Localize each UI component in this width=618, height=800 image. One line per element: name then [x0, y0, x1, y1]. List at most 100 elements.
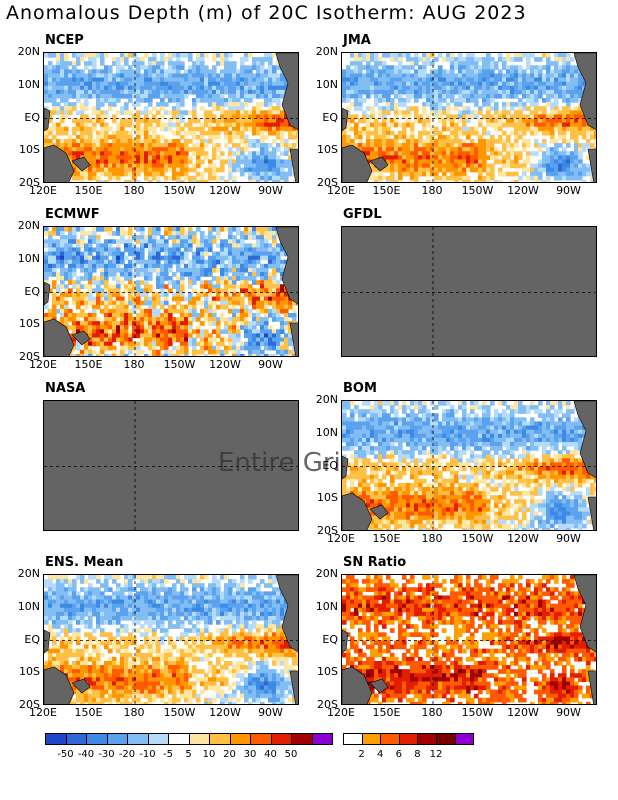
lon-tick-label: 120W [209, 706, 241, 719]
lon-tick-label: 120E [327, 532, 355, 545]
missing-data-fill [342, 227, 596, 356]
lat-tick-label: 20N [315, 567, 338, 580]
panel-title-1: JMA [343, 33, 371, 48]
lon-tick-label: 150E [74, 184, 103, 197]
lat-tick-label: 20S [317, 698, 338, 711]
lon-tick-label: 120W [209, 358, 241, 371]
lon-tick-label: 180 [421, 706, 443, 719]
map-svg-2 [44, 227, 298, 356]
land-shape [44, 629, 51, 654]
lat-tick-label: EQ [24, 632, 40, 646]
lat-tick-label: 10N [17, 251, 40, 265]
lon-tick-label: 150E [372, 706, 401, 719]
lon-tick-label: 150E [372, 532, 401, 545]
anomaly-colorbar-label: -10 [139, 749, 156, 760]
anomaly-colorbar-label: 10 [202, 749, 216, 760]
anomaly-colorbar-swatch [45, 733, 67, 745]
map-svg-3 [342, 227, 596, 356]
anomaly-colorbar-swatch [311, 733, 333, 745]
lat-tick-label: 10N [315, 425, 338, 439]
map-svg-0 [44, 53, 298, 182]
lat-tick-label: 20N [17, 219, 40, 232]
anomaly-colorbar-swatch [127, 733, 149, 745]
lat-tick-label: 20S [19, 698, 40, 711]
lon-tick-label: 90W [258, 184, 283, 197]
land-shape [369, 504, 389, 520]
lat-tick-label: 20S [317, 524, 338, 537]
anomaly-colorbar-swatch [250, 733, 272, 745]
panel-title-4: NASA [45, 381, 86, 396]
map-panel-4 [43, 400, 299, 531]
lat-tick-label: 20N [315, 393, 338, 406]
anomaly-colorbar-label: 30 [243, 749, 257, 760]
lat-tick-label: EQ [24, 284, 40, 298]
lat-tick-label: 10S [19, 317, 40, 331]
lon-tick-label: 120E [29, 358, 57, 371]
anomaly-colorbar-swatch [65, 733, 87, 745]
land-shape [289, 322, 298, 356]
panel-title-2: ECMWF [45, 207, 100, 222]
land-shape [44, 144, 75, 182]
land-shape [289, 148, 298, 182]
lon-tick-label: 150W [461, 532, 494, 545]
sn-colorbar-swatch [380, 733, 400, 745]
anomaly-colorbar-swatch [270, 733, 292, 745]
anomaly-colorbar-swatch [209, 733, 231, 745]
lat-tick-label: 10S [317, 491, 338, 505]
lon-tick-label: 90W [556, 532, 581, 545]
lat-tick-label: 10S [19, 665, 40, 679]
lon-tick-label: 120E [29, 706, 57, 719]
land-shape [44, 281, 51, 306]
map-svg-1 [342, 53, 596, 182]
anomaly-colorbar-label: 40 [264, 749, 277, 760]
lat-tick-label: EQ [322, 458, 338, 472]
lat-tick-label: EQ [322, 110, 338, 124]
lon-tick-label: 120W [507, 706, 539, 719]
lat-tick-label: 20N [17, 567, 40, 580]
lon-tick-label: 150E [74, 706, 103, 719]
anomaly-colorbar-label: 5 [185, 749, 192, 760]
anomaly-colorbar-swatch [291, 733, 313, 745]
land-shape [587, 148, 596, 182]
lon-tick-label: 150E [372, 184, 401, 197]
land-shape [71, 678, 91, 694]
land-shape [342, 455, 349, 480]
land-shape [573, 53, 596, 131]
lat-tick-label: 20N [315, 45, 338, 58]
lon-tick-label: 120W [209, 184, 241, 197]
lon-tick-label: 180 [123, 184, 145, 197]
land-shape [369, 156, 389, 172]
lat-tick-label: 10N [17, 599, 40, 613]
map-svg-7 [342, 575, 596, 704]
land-shape [71, 156, 91, 172]
anomaly-colorbar-swatch [188, 733, 210, 745]
anomaly-colorbar-swatch [147, 733, 169, 745]
map-svg-5 [342, 401, 596, 530]
lat-tick-label: EQ [24, 110, 40, 124]
anomaly-colorbar-label: -5 [163, 749, 173, 760]
lon-tick-label: 180 [421, 532, 443, 545]
anomaly-colorbar-swatch [106, 733, 128, 745]
panel-title-7: SN Ratio [343, 555, 407, 570]
panel-title-3: GFDL [343, 207, 382, 222]
panel-title-5: BOM [343, 381, 377, 396]
sn-colorbar-label: 4 [377, 749, 384, 760]
land-shape [342, 666, 373, 704]
lon-tick-label: 180 [123, 358, 145, 371]
lat-tick-label: 20S [317, 176, 338, 189]
map-panel-7 [341, 574, 597, 705]
map-panel-3 [341, 226, 597, 357]
missing-data-fill [44, 401, 298, 530]
land-shape [44, 107, 51, 132]
map-panel-2 [43, 226, 299, 357]
land-shape [44, 666, 75, 704]
map-panel-0 [43, 52, 299, 183]
land-shape [369, 678, 389, 694]
sn-colorbar-swatch [417, 733, 437, 745]
lat-tick-label: 10N [315, 77, 338, 91]
lon-tick-label: 180 [123, 706, 145, 719]
lon-tick-label: 150W [163, 706, 196, 719]
anomaly-colorbar-swatch [86, 733, 108, 745]
land-shape [342, 629, 349, 654]
land-shape [573, 575, 596, 653]
